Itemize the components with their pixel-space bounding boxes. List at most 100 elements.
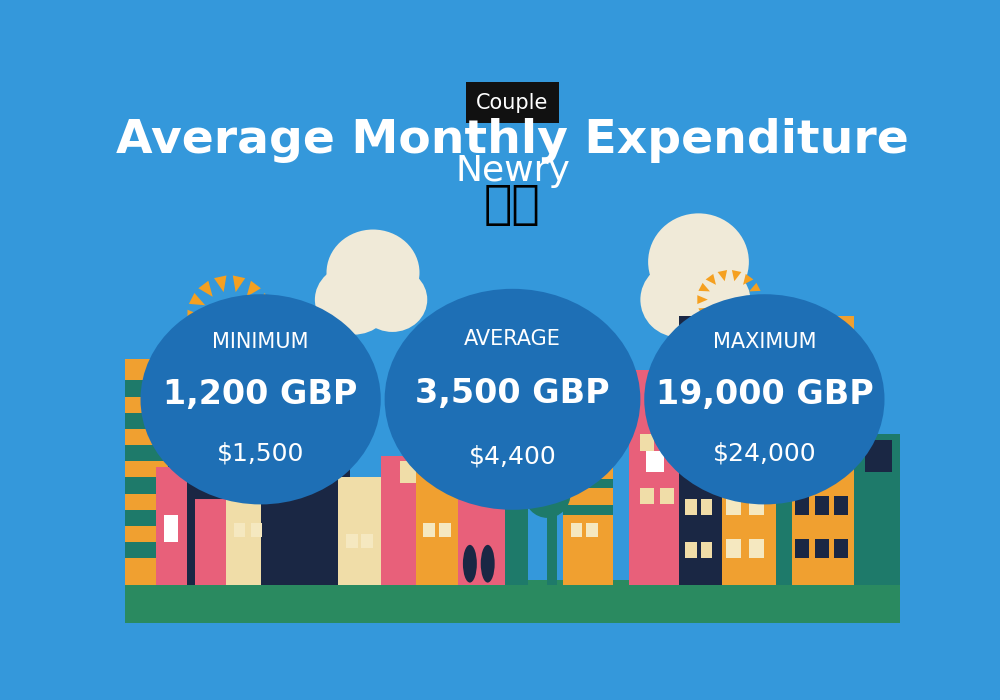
Bar xyxy=(423,524,435,537)
Bar xyxy=(563,434,613,585)
Bar xyxy=(195,499,226,585)
Bar xyxy=(701,370,712,386)
Polygon shape xyxy=(233,340,245,356)
Text: MAXIMUM: MAXIMUM xyxy=(713,332,816,351)
Bar xyxy=(679,316,722,585)
Bar xyxy=(749,410,764,429)
Polygon shape xyxy=(732,270,741,281)
Polygon shape xyxy=(233,276,245,292)
Bar xyxy=(117,445,187,461)
Bar xyxy=(290,442,296,477)
Bar xyxy=(199,397,214,418)
Polygon shape xyxy=(749,283,761,291)
Bar xyxy=(685,413,697,429)
Text: Couple: Couple xyxy=(476,93,549,113)
Bar xyxy=(416,467,458,585)
Bar xyxy=(701,456,712,472)
Ellipse shape xyxy=(648,214,749,310)
Bar xyxy=(660,489,674,505)
Ellipse shape xyxy=(463,545,477,582)
Bar xyxy=(175,397,195,418)
Bar xyxy=(175,451,195,472)
Polygon shape xyxy=(697,295,708,304)
Ellipse shape xyxy=(640,262,718,337)
Bar xyxy=(117,381,187,397)
Polygon shape xyxy=(698,283,710,291)
Text: Newry: Newry xyxy=(455,154,570,188)
Bar xyxy=(640,434,654,451)
Bar xyxy=(125,580,900,623)
Polygon shape xyxy=(189,326,205,339)
Bar xyxy=(795,453,809,472)
Bar xyxy=(834,367,848,386)
Bar xyxy=(685,370,697,386)
Text: 19,000 GBP: 19,000 GBP xyxy=(656,377,873,411)
Bar xyxy=(156,467,187,585)
Bar xyxy=(701,413,712,429)
Ellipse shape xyxy=(326,230,420,316)
Bar xyxy=(117,413,187,429)
Bar xyxy=(834,540,848,559)
Polygon shape xyxy=(198,281,213,297)
Polygon shape xyxy=(718,270,727,281)
Bar xyxy=(381,456,427,585)
Polygon shape xyxy=(254,293,270,305)
Polygon shape xyxy=(261,429,303,467)
Bar xyxy=(685,542,697,559)
Bar xyxy=(563,479,613,489)
Bar xyxy=(164,515,178,543)
Bar xyxy=(646,451,664,472)
Ellipse shape xyxy=(503,359,538,477)
Bar xyxy=(834,496,848,515)
Bar xyxy=(726,496,741,515)
Bar xyxy=(815,540,829,559)
Bar xyxy=(586,524,598,537)
Bar xyxy=(168,337,226,585)
Bar xyxy=(815,367,829,386)
Polygon shape xyxy=(706,274,716,285)
Bar xyxy=(718,442,780,451)
Ellipse shape xyxy=(208,310,251,343)
Polygon shape xyxy=(198,335,213,351)
Bar xyxy=(117,359,187,585)
Bar xyxy=(226,461,268,585)
Bar xyxy=(571,524,582,537)
Ellipse shape xyxy=(385,289,640,510)
Bar xyxy=(251,524,262,537)
Polygon shape xyxy=(698,308,710,316)
Bar xyxy=(776,326,792,585)
Ellipse shape xyxy=(315,265,392,335)
Bar xyxy=(117,542,187,559)
Text: $4,400: $4,400 xyxy=(469,444,556,469)
Bar xyxy=(117,510,187,526)
Bar xyxy=(795,367,809,386)
Bar xyxy=(815,410,829,429)
Bar xyxy=(795,496,809,515)
Bar xyxy=(788,316,854,585)
Ellipse shape xyxy=(681,267,750,332)
Bar xyxy=(346,534,358,547)
Bar xyxy=(280,434,286,472)
Bar xyxy=(815,453,829,472)
Text: AVERAGE: AVERAGE xyxy=(464,328,561,349)
Ellipse shape xyxy=(358,267,427,332)
Bar xyxy=(749,453,764,472)
Bar xyxy=(547,494,557,585)
Bar xyxy=(338,477,381,585)
Ellipse shape xyxy=(644,294,885,505)
Polygon shape xyxy=(718,318,727,329)
Text: MINIMUM: MINIMUM xyxy=(212,332,309,351)
Bar xyxy=(795,540,809,559)
Polygon shape xyxy=(247,335,261,351)
Bar xyxy=(261,467,303,585)
Polygon shape xyxy=(732,318,741,329)
Polygon shape xyxy=(195,467,226,499)
Bar xyxy=(458,451,505,585)
Bar xyxy=(726,540,741,559)
Bar xyxy=(299,445,350,585)
Bar xyxy=(834,453,848,472)
Bar xyxy=(439,524,450,537)
Polygon shape xyxy=(247,281,261,297)
Bar xyxy=(400,461,416,483)
Bar xyxy=(865,440,892,472)
